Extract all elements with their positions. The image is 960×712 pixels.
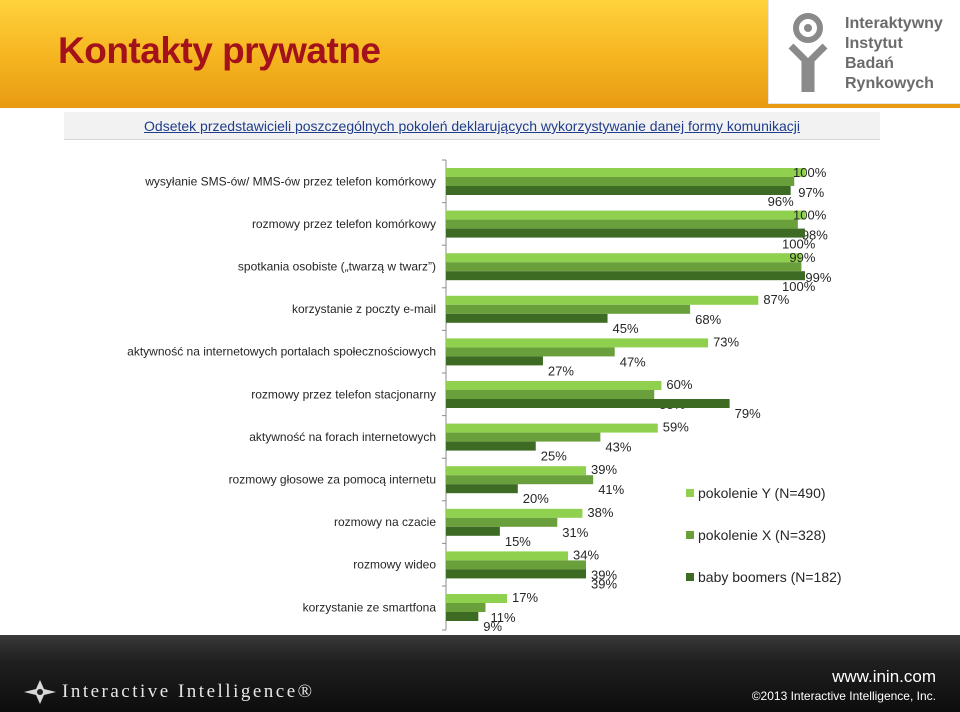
data-label: 45% [613,321,639,336]
data-label: 100% [793,165,827,180]
data-label: 39% [591,576,617,591]
chart-title: Odsetek przedstawicieli poszczególnych p… [64,112,880,140]
data-label: 38% [587,505,613,520]
bar [446,551,569,561]
bar [446,484,518,494]
legend-swatch [686,531,694,539]
data-label: 15% [505,534,531,549]
bar [446,432,601,442]
data-label: 20% [523,491,549,506]
bar [446,390,655,399]
bar [446,186,791,195]
data-label: 17% [512,590,538,605]
bar [446,356,543,366]
bar [446,210,805,220]
legend-label: pokolenie Y (N=490) [698,485,826,501]
legend-label: baby boomers (N=182) [698,569,842,585]
data-label: 79% [735,406,761,421]
bar [446,569,587,579]
bar [446,526,500,536]
bar [446,517,558,527]
footer-copyright: ©2013 Interactive Intelligence, Inc. [751,689,936,703]
legend-label: pokolenie X (N=328) [698,527,826,543]
header-band: Kontakty prywatne Interaktywny Instytut … [0,0,960,108]
content-area [0,108,960,635]
bar [446,423,658,433]
data-label: 99% [805,270,831,285]
footer-brand: Interactive Intelligence® [62,681,315,702]
data-label: 99% [789,250,815,265]
bar [446,399,730,408]
category-label: rozmowy przez telefon komórkowy [252,217,436,231]
logo-text: Interaktywny Instytut Badań Rynkowych [845,15,943,92]
data-label: 47% [620,354,646,369]
data-label: 96% [768,194,794,209]
bar [446,508,583,518]
footer-url: www.inin.com [832,667,936,686]
bar [446,466,587,476]
brand-star-icon [24,680,56,704]
data-label: 34% [573,547,599,562]
legend-swatch [686,489,694,497]
category-label: spotkania osobiste („twarzą w twarz”) [238,260,436,274]
category-label: aktywność na forach internetowych [249,430,436,444]
bar [446,295,759,305]
data-label: 100% [793,208,827,223]
legend-swatch [686,573,694,581]
iibr-logo: Interaktywny Instytut Badań Rynkowych [768,0,960,104]
iibr-logo-icon [788,13,828,92]
category-label: korzystanie ze smartfona [303,600,437,614]
data-label: 41% [598,482,624,497]
category-label: korzystanie z poczty e-mail [292,302,436,316]
category-label: rozmowy wideo [353,558,436,572]
data-label: 100% [782,237,816,252]
bar [446,560,587,570]
bar [446,441,536,451]
category-label: rozmowy głosowe za pomocą internetu [229,473,436,487]
data-label: 39% [591,567,617,582]
bar [446,381,662,390]
bar [446,253,802,263]
bar [446,612,479,621]
data-label: 9% [483,619,502,634]
data-label: 100% [782,279,816,294]
data-label: 73% [713,334,739,349]
data-label: 87% [763,292,789,307]
data-label: 60% [666,377,692,392]
data-label: 11% [490,610,515,625]
footer-band: Interactive Intelligence® www.inin.com ©… [0,635,960,712]
bar [446,338,709,348]
data-label: 27% [548,363,574,378]
category-label: aktywność na internetowych portalach spo… [127,345,436,359]
data-label: 59% [663,420,689,435]
bar [446,347,615,357]
category-label: rozmowy na czacie [334,515,436,529]
bar [446,313,608,323]
data-label: 31% [562,525,588,540]
bar [446,475,594,485]
slide-title: Kontakty prywatne [58,30,381,71]
bar [446,603,486,612]
bar [446,262,802,272]
bar [446,271,805,281]
bar [446,177,795,186]
bar [446,304,691,314]
data-label: 43% [605,440,631,455]
data-label: 39% [591,462,617,477]
data-label: 25% [541,449,567,464]
data-label: 68% [695,312,721,327]
category-label: rozmowy przez telefon stacjonarny [251,387,436,401]
bar [446,219,798,229]
bar [446,168,805,177]
data-label: 97% [798,185,824,200]
bar [446,594,508,603]
data-label: 98% [802,228,828,243]
bar [446,228,805,238]
category-label: wysyłanie SMS-ów/ MMS-ów przez telefon k… [144,174,436,188]
